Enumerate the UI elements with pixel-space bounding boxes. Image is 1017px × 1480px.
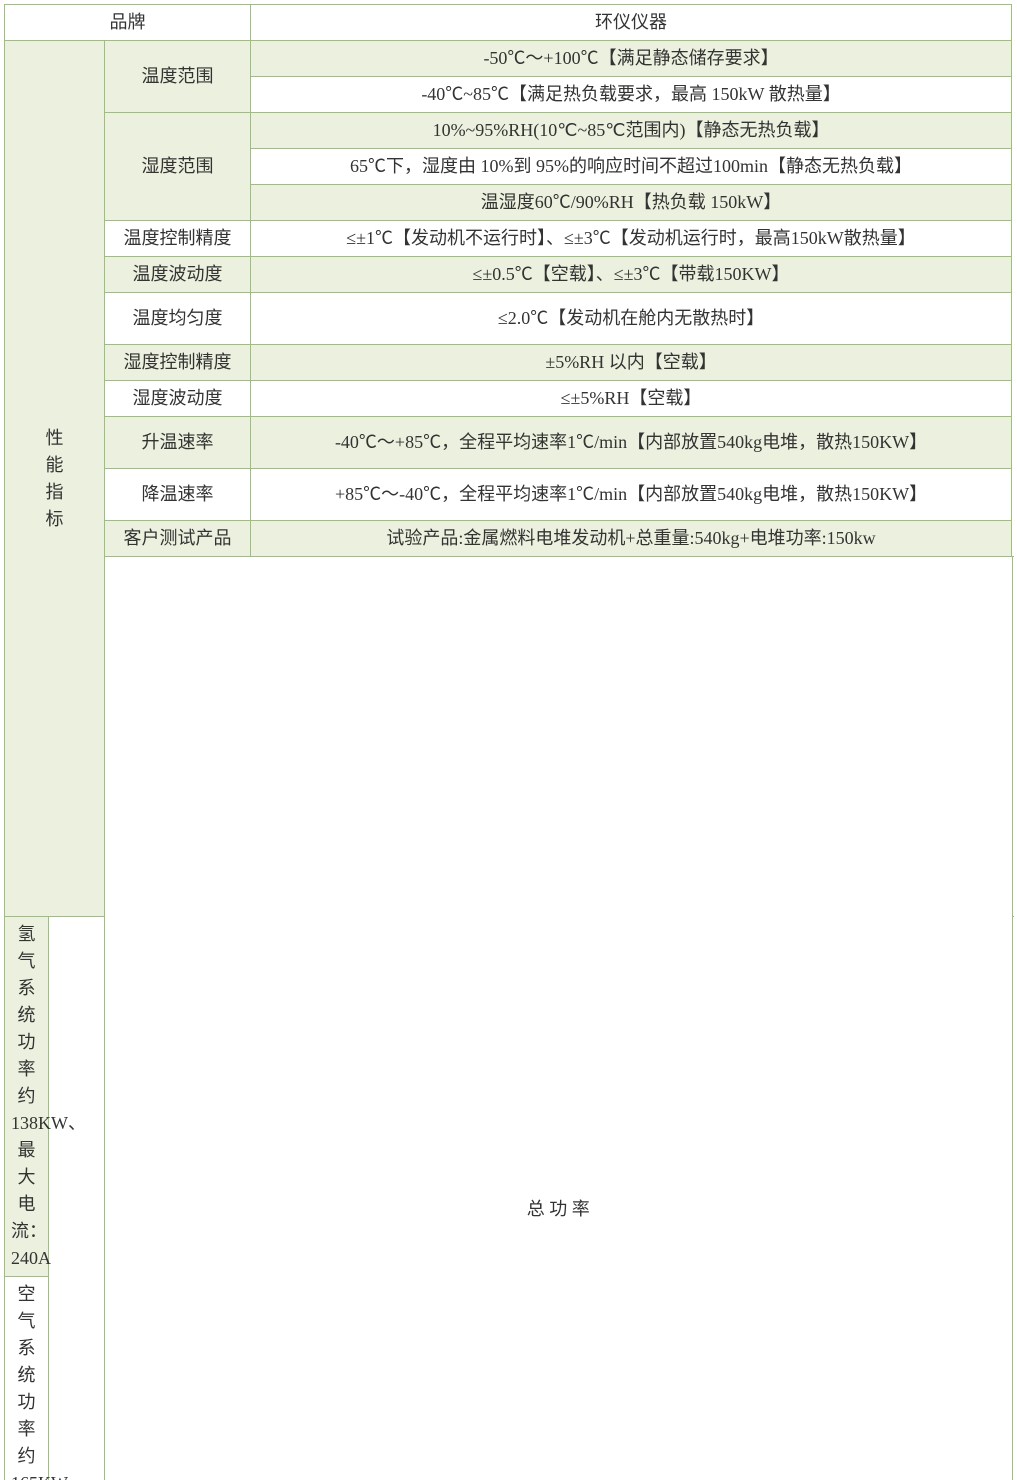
humid-fluct-v: ≤±5%RH【空载】 [251, 381, 1012, 417]
heat-rate-v: -40℃～+85℃，全程平均速率1℃/min【内部放置540kg电堆，散热150… [251, 417, 1012, 469]
humid-ctrl-acc-v: ±5%RH 以内【空载】 [251, 345, 1012, 381]
perf-char-1: 性 [11, 425, 98, 452]
humid-ctrl-acc-label: 湿度控制精度 [105, 345, 251, 381]
heat-rate-label: 升温速率 [105, 417, 251, 469]
power-v3: 空气系统功率约165KW、最大电流：290A [5, 1277, 49, 1480]
perf-char-4: 标 [11, 506, 98, 533]
brand-value: 环仪仪器 [251, 5, 1012, 41]
temp-range-label: 温度范围 [105, 41, 251, 113]
perf-char-3: 指 [11, 479, 98, 506]
temp-uniform-v: ≤2.0℃【发动机在舱内无散热时】 [251, 293, 1012, 345]
spec-table: 品牌 环仪仪器 性 能 指 标 温度范围 -50℃～+100℃【满足静态储存要求… [4, 4, 1013, 1480]
temp-fluct-label: 温度波动度 [105, 257, 251, 293]
brand-label: 品牌 [5, 5, 251, 41]
temp-fluct-v: ≤±0.5℃【空载】、≤±3℃【带载150KW】 [251, 257, 1012, 293]
perf-section-label: 性 能 指 标 [5, 41, 105, 917]
temp-range-v2: -40℃~85℃【满足热负载要求，最高 150kW 散热量】 [251, 77, 1012, 113]
temp-ctrl-acc-label: 温度控制精度 [105, 221, 251, 257]
temp-range-v1: -50℃～+100℃【满足静态储存要求】 [251, 41, 1012, 77]
cool-rate-label: 降温速率 [105, 469, 251, 521]
humid-range-label: 湿度范围 [105, 113, 251, 221]
power-v2: 氢气系统功率约138KW、最大电流：240A [5, 917, 49, 1277]
test-product-label: 客户测试产品 [105, 521, 251, 557]
humid-fluct-label: 湿度波动度 [105, 381, 251, 417]
power-label: 总 功 率 [105, 557, 1013, 1480]
temp-ctrl-acc-v: ≤±1℃【发动机不运行时】、≤±3℃【发动机运行时，最高150kW散热量】 [251, 221, 1012, 257]
humid-range-v3: 温湿度60℃/90%RH【热负载 150kW】 [251, 185, 1012, 221]
humid-range-v1: 10%~95%RH(10℃~85℃范围内)【静态无热负载】 [251, 113, 1012, 149]
humid-range-v2: 65℃下，湿度由 10%到 95%的响应时间不超过100min【静态无热负载】 [251, 149, 1012, 185]
cool-rate-v: +85℃～-40℃，全程平均速率1℃/min【内部放置540kg电堆，散热150… [251, 469, 1012, 521]
temp-uniform-label: 温度均匀度 [105, 293, 251, 345]
power-v1: 最大负荷容量约270KW、最大电流：480A [1012, 557, 1013, 917]
test-product-v: 试验产品:金属燃料电堆发动机+总重量:540kg+电堆功率:150kw [251, 521, 1012, 557]
perf-char-2: 能 [11, 452, 98, 479]
